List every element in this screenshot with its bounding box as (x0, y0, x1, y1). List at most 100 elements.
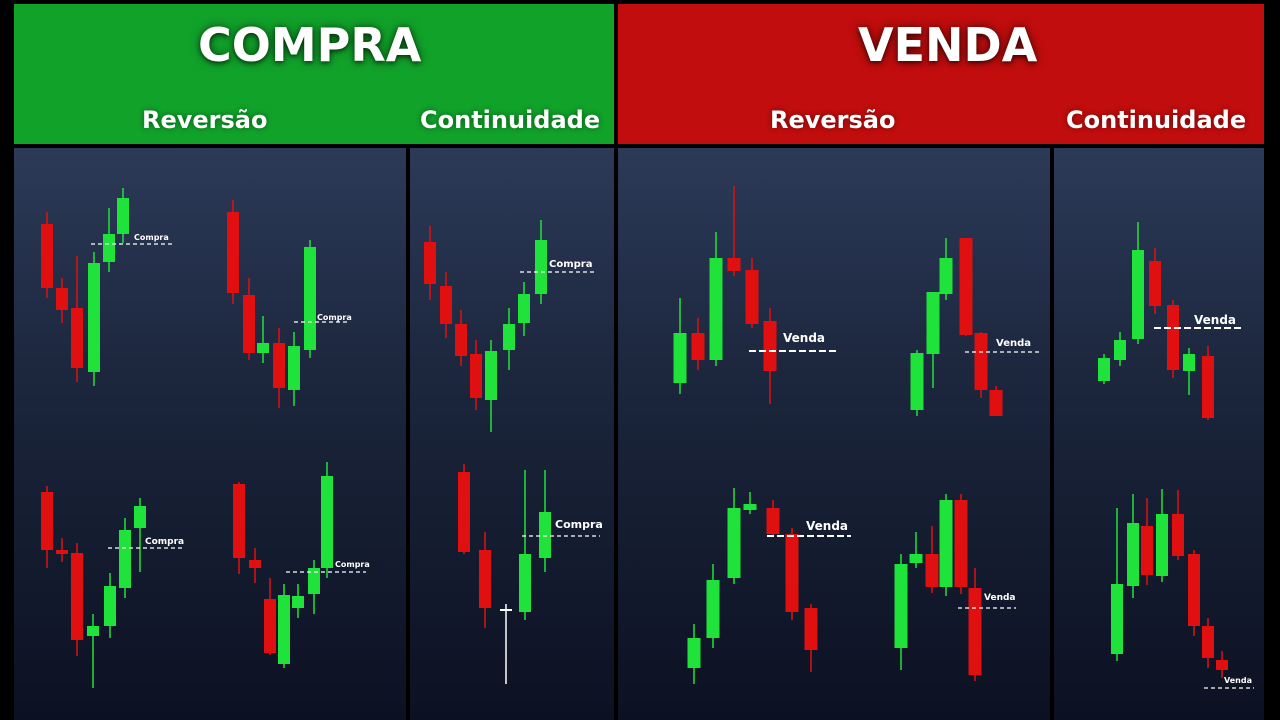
buy-entry-label: Compra (317, 313, 352, 322)
bearish-candle (41, 492, 53, 550)
bullish-candle (308, 568, 320, 594)
bullish-candle (539, 512, 551, 558)
bullish-candle (709, 258, 723, 360)
bearish-candle (959, 238, 973, 335)
bearish-candle (925, 554, 939, 587)
bullish-candle (1114, 340, 1126, 360)
sell-header: VENDA Reversão Continuidade (618, 4, 1264, 144)
sell-entry-label: Venda (984, 593, 1016, 603)
bearish-candle (479, 550, 491, 608)
bullish-candle (117, 198, 129, 234)
sell-entry-label: Venda (996, 338, 1031, 349)
buy-reversal-chart: Compra Compra Compra Compra (41, 188, 370, 688)
bearish-candle (273, 343, 285, 388)
bearish-candle (727, 258, 741, 271)
sell-entry-label: Venda (783, 331, 825, 345)
bearish-candle (1188, 554, 1200, 626)
bullish-candle (1098, 358, 1110, 381)
bearish-candle (264, 599, 276, 653)
bearish-candle (71, 308, 83, 368)
bearish-candle (233, 484, 245, 558)
sell-entry-label: Venda (806, 519, 848, 533)
buy-entry-label: Compra (335, 560, 370, 569)
bearish-candle (1172, 514, 1184, 556)
buy-entry-label: Compra (134, 233, 169, 242)
bearish-candle (249, 560, 261, 568)
buy-reversal-label: Reversão (142, 106, 268, 134)
bearish-candle (968, 588, 982, 675)
buy-entry-label: Compra (549, 259, 592, 270)
bullish-candle (87, 626, 99, 636)
buy-continuity-chart: Compra Compra (424, 220, 603, 684)
bearish-candle (440, 286, 452, 324)
bullish-candle (673, 333, 687, 383)
bearish-candle (424, 242, 436, 284)
sell-continuity-panel: Venda Venda (1054, 148, 1264, 720)
bullish-candle (88, 263, 100, 372)
bullish-candle (1132, 250, 1144, 339)
bearish-candle (1167, 305, 1179, 370)
sell-reversal-panel: Venda Venda Venda Venda (618, 148, 1050, 720)
doji-candle (500, 609, 512, 611)
bullish-candle (926, 292, 940, 354)
bullish-candle (687, 638, 701, 668)
bearish-candle (1216, 660, 1228, 670)
bullish-candle (134, 506, 146, 528)
bearish-candle (455, 324, 467, 356)
bearish-candle (745, 270, 759, 324)
bearish-candle (804, 608, 818, 650)
bearish-candle (243, 295, 255, 353)
buy-entry-label: Compra (145, 537, 184, 547)
sell-entry-label: Venda (1194, 313, 1236, 327)
buy-reversal-panel: Compra Compra Compra Compra (14, 148, 406, 720)
bullish-candle (485, 351, 497, 400)
bullish-candle (1183, 354, 1195, 371)
bearish-candle (458, 472, 470, 552)
bullish-candle (706, 580, 720, 638)
bearish-candle (41, 224, 53, 288)
sell-entry-label: Venda (1224, 676, 1252, 685)
bearish-candle (974, 333, 988, 390)
buy-entry-label: Compra (555, 518, 603, 531)
bullish-candle (257, 343, 269, 353)
bullish-candle (519, 554, 531, 612)
bearish-candle (470, 354, 482, 398)
bullish-candle (939, 500, 953, 587)
bearish-candle (766, 508, 780, 534)
bearish-candle (785, 534, 799, 612)
bullish-candle (1156, 514, 1168, 576)
bullish-candle (535, 240, 547, 294)
buy-continuity-panel: Compra Compra (410, 148, 614, 720)
sell-reversal-chart: Venda Venda Venda Venda (673, 186, 1039, 684)
bullish-candle (1127, 523, 1139, 586)
bullish-candle (503, 324, 515, 350)
buy-continuity-label: Continuidade (420, 106, 601, 134)
bearish-candle (56, 288, 68, 310)
bullish-candle (119, 530, 131, 588)
bearish-candle (691, 333, 705, 360)
bearish-candle (1141, 526, 1153, 575)
bullish-candle (894, 564, 908, 648)
bearish-candle (71, 553, 83, 640)
sell-continuity-chart: Venda Venda (1098, 222, 1254, 689)
bullish-candle (910, 353, 924, 410)
bullish-candle (743, 504, 757, 510)
bearish-candle (763, 321, 777, 371)
bullish-candle (103, 234, 115, 262)
bullish-candle (321, 476, 333, 568)
bearish-candle (56, 550, 68, 554)
bearish-candle (1202, 356, 1214, 418)
bullish-candle (304, 247, 316, 350)
bullish-candle (1111, 584, 1123, 654)
bearish-candle (227, 212, 239, 293)
bullish-candle (292, 596, 304, 608)
bearish-candle (1202, 626, 1214, 658)
bearish-candle (954, 500, 968, 587)
bullish-candle (278, 595, 290, 664)
bullish-candle (104, 586, 116, 626)
bullish-candle (518, 294, 530, 323)
bullish-candle (909, 554, 923, 563)
sell-continuity-label: Continuidade (1066, 106, 1247, 134)
bullish-candle (288, 346, 300, 390)
buy-title: COMPRA (198, 18, 422, 72)
